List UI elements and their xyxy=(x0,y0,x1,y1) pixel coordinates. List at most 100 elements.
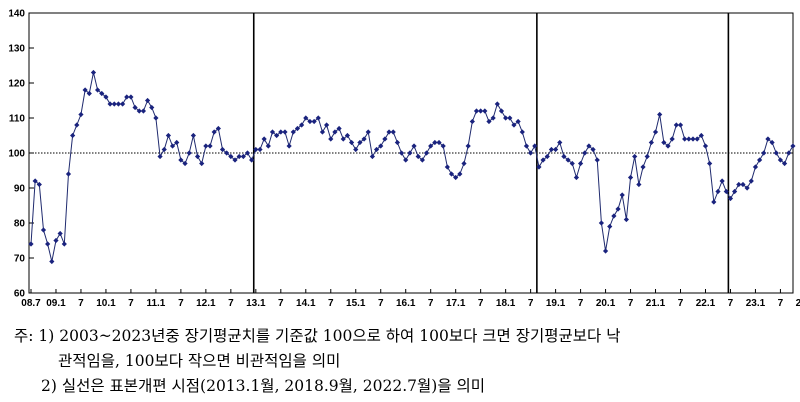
x-tick-label: 12.1 xyxy=(196,298,216,309)
data-point xyxy=(407,150,413,156)
data-point xyxy=(390,129,396,135)
data-point xyxy=(528,150,534,156)
data-point xyxy=(781,160,788,167)
data-point xyxy=(224,150,230,156)
data-point xyxy=(607,223,613,230)
data-point xyxy=(90,69,97,76)
data-point xyxy=(786,150,792,156)
data-point xyxy=(494,101,500,107)
data-point xyxy=(636,181,642,188)
data-point xyxy=(128,94,134,100)
data-point xyxy=(99,90,105,97)
series-markers xyxy=(28,69,796,265)
x-tick-label: 13.1 xyxy=(246,298,266,309)
data-point xyxy=(286,143,292,149)
data-point xyxy=(219,146,226,153)
data-point xyxy=(132,104,138,111)
y-tick-label: 120 xyxy=(8,79,25,90)
x-axis-ticks: 08.7 09.1 7 10.1 7 11.1 7 12.1 7 13.1 7 14.1 7 15.1 7 1… xyxy=(21,289,800,309)
x-tick-label: 19.1 xyxy=(546,298,566,309)
series-line xyxy=(30,72,794,262)
data-point xyxy=(548,146,555,153)
data-point xyxy=(357,139,363,146)
data-point xyxy=(265,143,271,149)
data-point xyxy=(669,136,675,142)
data-point xyxy=(74,122,80,128)
data-point xyxy=(49,258,55,265)
x-tick-label: 7 xyxy=(578,298,584,309)
data-point xyxy=(115,101,122,107)
x-tick-label: 7 xyxy=(128,298,134,309)
data-point xyxy=(769,139,775,146)
note-1-continued: 관적임을, 100보다 작으면 비관적임을 의미 xyxy=(58,352,341,370)
data-point xyxy=(478,108,484,114)
data-point xyxy=(315,115,321,121)
data-point xyxy=(140,108,147,114)
data-point xyxy=(665,143,671,149)
data-point xyxy=(565,157,571,163)
y-tick-label: 70 xyxy=(14,254,26,265)
data-point xyxy=(690,136,696,142)
data-point xyxy=(153,115,159,121)
data-point xyxy=(65,171,72,177)
data-point xyxy=(519,129,525,135)
data-point xyxy=(619,192,625,198)
y-tick-label: 130 xyxy=(8,44,25,55)
data-point xyxy=(790,143,796,149)
data-point xyxy=(698,132,704,139)
y-axis-ticks: 60 70 80 90 100 110 120 130 140 xyxy=(8,9,34,300)
data-point xyxy=(278,129,284,135)
data-point xyxy=(602,248,609,254)
x-tick-label: 7 xyxy=(328,298,334,309)
data-point xyxy=(348,139,355,146)
x-tick-label: 7 xyxy=(278,298,284,309)
x-tick-label: 7 xyxy=(728,298,734,309)
data-point xyxy=(544,153,550,160)
data-point xyxy=(436,139,442,146)
data-point xyxy=(165,132,171,139)
data-point xyxy=(661,139,667,146)
data-point xyxy=(577,160,584,167)
data-point xyxy=(419,157,425,163)
revision-lines xyxy=(252,13,730,293)
data-point xyxy=(723,188,729,195)
data-point xyxy=(582,150,588,156)
data-point xyxy=(61,241,67,247)
data-point xyxy=(211,129,217,135)
data-point xyxy=(194,153,201,160)
data-point xyxy=(107,101,113,107)
data-point xyxy=(186,150,192,156)
data-point xyxy=(136,108,142,114)
data-point xyxy=(623,216,629,223)
data-point xyxy=(444,164,450,170)
data-point xyxy=(536,164,542,170)
data-point xyxy=(144,97,151,104)
data-point xyxy=(657,111,663,118)
data-point xyxy=(736,181,742,188)
data-point xyxy=(45,241,51,247)
x-tick-label: 22.1 xyxy=(696,298,716,309)
data-point xyxy=(569,160,575,167)
data-point xyxy=(398,150,405,156)
data-point xyxy=(711,199,717,205)
data-point xyxy=(207,143,213,149)
data-point xyxy=(203,143,209,149)
data-point xyxy=(319,129,326,135)
y-tick-label: 100 xyxy=(8,149,25,160)
data-point xyxy=(103,94,109,100)
data-point xyxy=(328,136,334,142)
note-1: 주: 1) 2003~2023년중 장기평균치를 기준값 100으로 하여 10… xyxy=(14,327,621,345)
data-point xyxy=(432,139,438,146)
data-point xyxy=(232,157,238,163)
y-tick-label: 90 xyxy=(14,184,26,195)
data-point xyxy=(282,129,288,135)
data-point xyxy=(752,164,759,170)
data-point xyxy=(182,160,188,167)
data-point xyxy=(361,136,367,142)
data-point xyxy=(57,230,63,237)
data-point xyxy=(748,178,754,184)
x-tick-label: 7 xyxy=(678,298,684,309)
data-point xyxy=(244,150,251,156)
x-tick-label: 24.1 xyxy=(796,298,800,309)
consumer-sentiment-chart: 60 70 80 90 100 110 120 130 140 08.7 09.1 7 10.1 7 11… xyxy=(8,9,800,310)
